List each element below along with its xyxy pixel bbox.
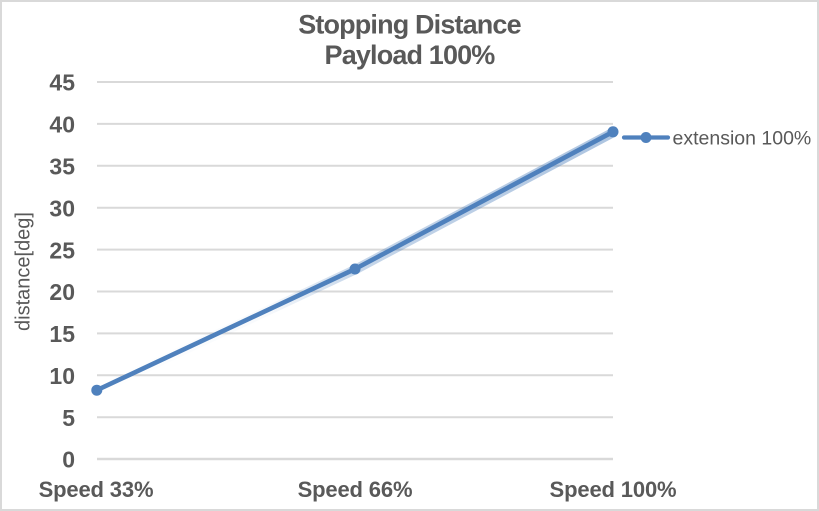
svg-text:10: 10 xyxy=(49,363,75,389)
svg-text:35: 35 xyxy=(49,154,75,180)
svg-text:Speed 33%: Speed 33% xyxy=(39,477,154,502)
svg-text:30: 30 xyxy=(49,195,75,221)
svg-text:25: 25 xyxy=(49,237,75,263)
svg-text:Speed 100%: Speed 100% xyxy=(550,477,677,502)
svg-text:Stopping Distance: Stopping Distance xyxy=(298,10,521,40)
svg-text:45: 45 xyxy=(49,70,75,96)
svg-text:40: 40 xyxy=(49,112,75,138)
svg-text:Payload 100%: Payload 100% xyxy=(325,40,496,70)
svg-text:15: 15 xyxy=(49,321,75,347)
svg-text:Speed 66%: Speed 66% xyxy=(298,477,413,502)
svg-text:5: 5 xyxy=(62,405,75,431)
svg-text:20: 20 xyxy=(49,279,75,305)
svg-text:0: 0 xyxy=(62,447,75,473)
svg-text:extension 100%: extension 100% xyxy=(673,128,812,150)
svg-text:distance[deg]: distance[deg] xyxy=(13,212,35,331)
